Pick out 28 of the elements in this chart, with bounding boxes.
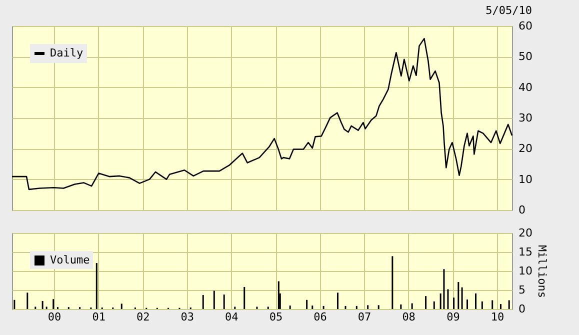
x-tick-label: 06	[314, 310, 327, 324]
x-tick-label: 08	[402, 310, 416, 324]
y-tick-label: 0	[518, 302, 526, 316]
x-tick-label: 01	[92, 310, 106, 324]
y-tick-label: 10	[518, 264, 532, 278]
x-tick-label: 04	[225, 310, 239, 324]
text: 5/05/10	[486, 4, 532, 17]
legend-label: Volume	[50, 254, 90, 266]
y-tick-label: 20	[518, 226, 532, 240]
y-tick-label: 50	[518, 50, 532, 64]
y-tick-label: 20	[518, 142, 532, 156]
line-series	[11, 38, 513, 190]
x-tick-label: 10	[490, 310, 504, 324]
x-tick-label: 07	[358, 310, 372, 324]
x-tick-label: 02	[136, 310, 150, 324]
x-tick-label: 03	[180, 310, 194, 324]
legend-label: Daily	[50, 46, 84, 60]
y-tick-label: 40	[518, 80, 532, 94]
y-axis-title: Millions	[535, 245, 548, 298]
x-tick-label: 00	[48, 310, 62, 324]
x-tick-label: 05	[269, 310, 283, 324]
y-tick-label: 0	[518, 204, 526, 216]
x-tick-label: 09	[446, 310, 460, 324]
y-tick-label: 5	[518, 284, 526, 296]
y-tick-label: 60	[518, 20, 532, 32]
y-tick-label: 30	[518, 112, 532, 124]
y-tick-label: 10	[518, 172, 532, 186]
y-tick-label: 15	[518, 246, 532, 258]
